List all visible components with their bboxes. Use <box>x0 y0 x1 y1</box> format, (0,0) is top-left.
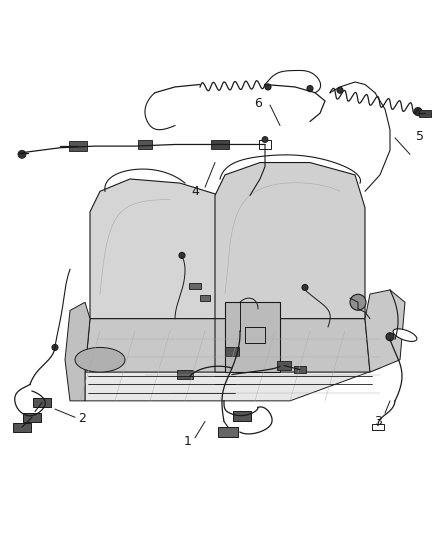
Polygon shape <box>85 331 380 401</box>
Circle shape <box>18 150 26 158</box>
Bar <box>177 370 193 379</box>
Circle shape <box>414 108 422 116</box>
Bar <box>189 282 201 289</box>
Circle shape <box>262 136 268 142</box>
Ellipse shape <box>393 329 417 342</box>
Bar <box>294 366 306 373</box>
Text: 5: 5 <box>416 130 424 143</box>
Polygon shape <box>215 163 365 319</box>
Text: 4: 4 <box>191 185 199 198</box>
Bar <box>69 141 87 151</box>
Bar <box>23 413 41 422</box>
Circle shape <box>179 253 185 259</box>
Text: 3: 3 <box>374 415 382 428</box>
Polygon shape <box>65 302 90 401</box>
Polygon shape <box>225 302 280 372</box>
Bar <box>200 295 210 301</box>
Text: 6: 6 <box>254 97 262 110</box>
Bar <box>225 348 239 356</box>
Bar <box>372 424 384 431</box>
Text: 1: 1 <box>184 435 192 448</box>
Text: 2: 2 <box>78 413 86 425</box>
Bar <box>138 140 152 149</box>
Bar <box>233 411 251 421</box>
Polygon shape <box>90 179 230 319</box>
Circle shape <box>350 294 366 310</box>
Bar <box>277 361 291 369</box>
Ellipse shape <box>75 348 125 372</box>
Circle shape <box>302 285 308 290</box>
Bar <box>13 423 31 432</box>
Circle shape <box>52 344 58 350</box>
Bar <box>33 398 51 407</box>
Bar <box>259 140 271 149</box>
Bar <box>218 427 238 437</box>
Bar <box>419 110 431 117</box>
Circle shape <box>265 84 271 90</box>
Polygon shape <box>85 319 235 372</box>
Circle shape <box>337 87 343 93</box>
Circle shape <box>307 86 313 92</box>
Circle shape <box>386 333 394 341</box>
Polygon shape <box>365 290 405 372</box>
Bar <box>211 140 229 149</box>
Polygon shape <box>215 319 370 372</box>
